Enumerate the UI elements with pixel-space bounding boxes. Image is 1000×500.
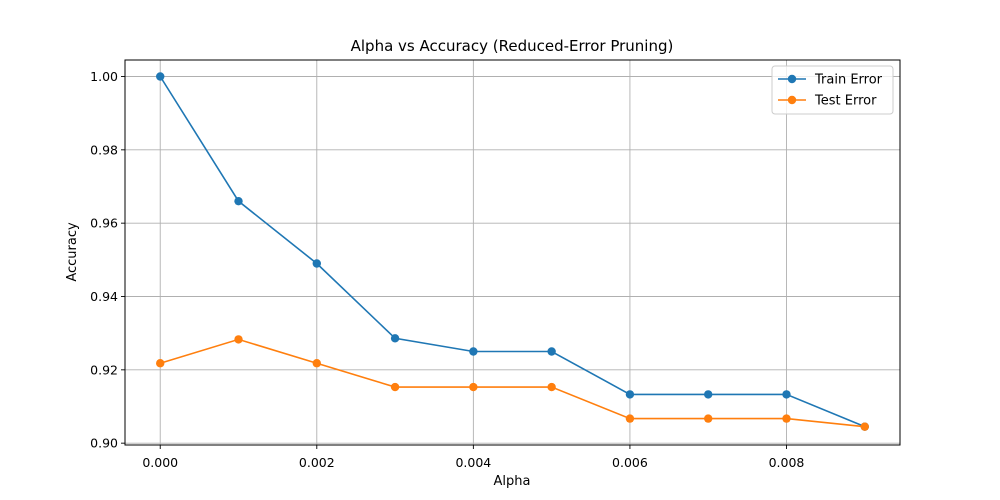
test-error-point [390, 382, 400, 392]
legend-label-train-error: Train Error [814, 73, 883, 88]
train-error-line [159, 76, 866, 428]
y-tick-label: 0.96 [90, 216, 118, 231]
train-error-point [704, 390, 713, 399]
y-tick-label: 0.94 [90, 289, 118, 304]
train-error-point [390, 334, 400, 343]
test-error-point [547, 382, 556, 392]
legend-label-test-error: Test Error [814, 94, 877, 109]
train-error-point [547, 347, 556, 356]
legend: Train Error Test Error [771, 65, 894, 115]
x-tick-label: 0.000 [142, 455, 178, 470]
test-error-point [234, 335, 243, 344]
x-tick-label: 0.004 [455, 455, 491, 470]
plot-frame [124, 59, 901, 446]
y-tick-label: 0.92 [90, 362, 118, 377]
train-error-point [312, 259, 321, 268]
test-error-point [469, 382, 478, 392]
grid [125, 60, 900, 445]
train-error-point [469, 347, 478, 356]
x-axis-label: Alpha [494, 474, 531, 489]
train-error-point [625, 390, 635, 399]
y-tick-label: 1.00 [90, 69, 118, 84]
test-error-point [312, 359, 321, 368]
series-layer [156, 72, 869, 431]
test-error-point [625, 414, 635, 423]
x-tick-label: 0.008 [769, 455, 805, 470]
train-error-point [782, 390, 791, 399]
y-tick-label: 0.98 [90, 142, 118, 157]
test-error-line [159, 338, 865, 428]
legend-marker-test-error [787, 95, 797, 105]
legend-marker-train-error [787, 74, 797, 84]
x-tick-label: 0.006 [612, 455, 648, 470]
train-error-point [156, 72, 165, 81]
test-error-point [860, 422, 869, 431]
y-tick-label: 0.90 [90, 436, 118, 451]
test-error-point [782, 414, 791, 423]
test-error-point [156, 359, 165, 368]
chart-title: Alpha vs Accuracy (Reduced-Error Pruning… [351, 37, 674, 55]
test-error-point [704, 414, 713, 423]
legend-box [771, 65, 894, 115]
axis-ticks: 0.000 0.002 0.004 0.006 0.008 0.90 0.92 0.94 0.9… [90, 69, 804, 470]
y-axis-label: Accuracy [65, 222, 80, 282]
x-tick-label: 0.002 [299, 455, 335, 470]
train-error-point [234, 196, 243, 206]
